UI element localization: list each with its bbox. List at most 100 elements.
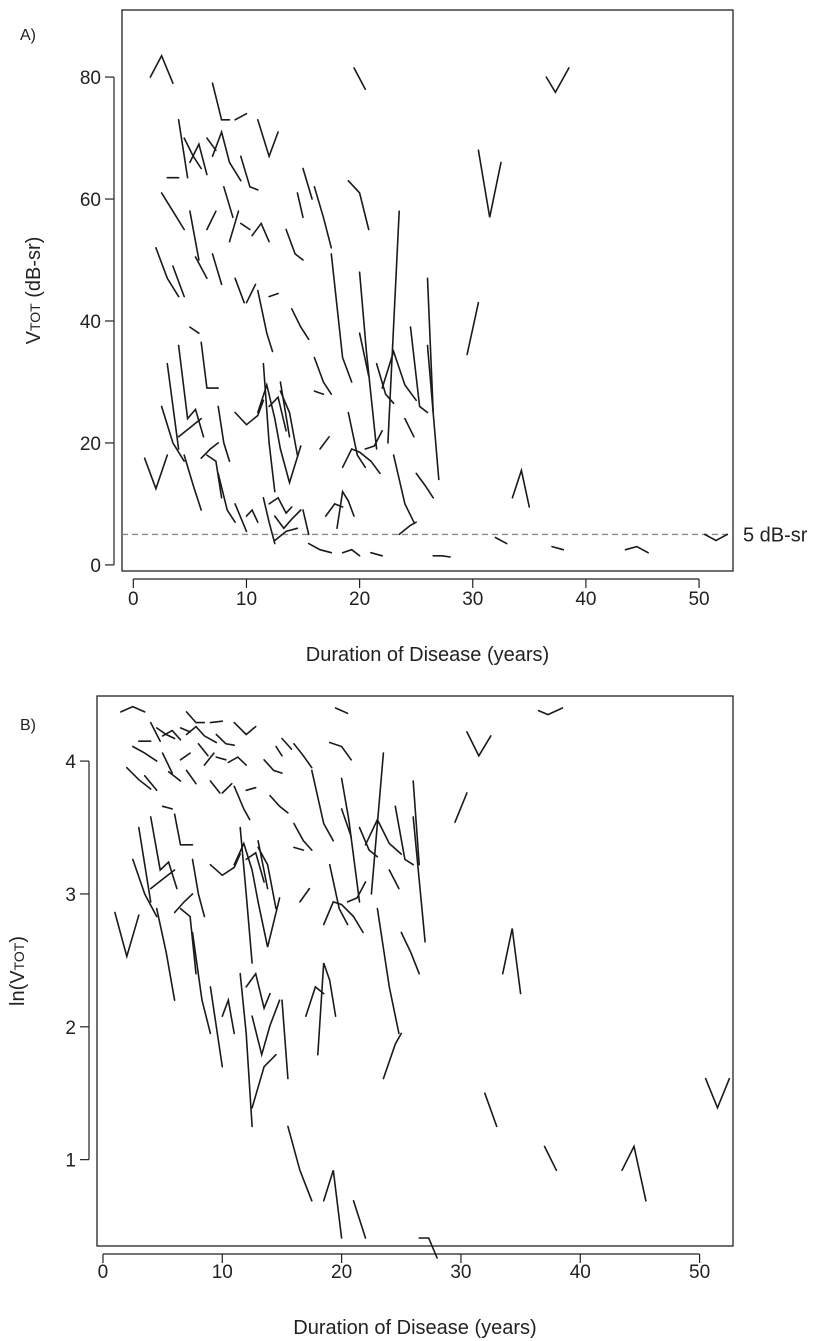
panel-b-trajectory-88 (483, 1092, 498, 1128)
panel-a-trajectory-35 (240, 222, 251, 231)
panel-b-trajectory-23 (185, 711, 206, 724)
panel-a-trajectory-30 (234, 277, 245, 304)
panel-a-trajectory-67 (347, 179, 370, 231)
panel-a-trajectory-21 (206, 137, 217, 152)
panel-b-trajectory-31 (209, 986, 224, 1068)
panel-a-trajectory-3 (155, 247, 180, 298)
panel-a-trajectory-46 (268, 496, 293, 515)
panel-a-trajectory-37 (245, 508, 259, 524)
panel-b-trajectory-24 (185, 769, 197, 785)
panel-b-trajectory-50 (257, 839, 269, 890)
panel-b-trajectory-15 (161, 729, 182, 741)
panel-b-trajectory-16 (161, 752, 173, 774)
panel-b-trajectory-8 (143, 774, 158, 792)
panel-a-trajectory-51 (285, 228, 304, 261)
panel-b-trajectory-55 (281, 999, 289, 1080)
panel-b-x-tick-label-10: 10 (212, 1262, 233, 1283)
panel-b-trajectory-69 (334, 707, 349, 715)
panel-b-trajectory-51 (263, 758, 283, 774)
panel-b-trajectory-25 (185, 725, 218, 744)
panel-a-trajectory-73 (370, 551, 384, 557)
panel-a-trajectory-72 (364, 429, 384, 450)
panel-b-trajectory-65 (322, 1170, 343, 1239)
panel-a-trajectory-87 (477, 149, 502, 218)
panel-b-trajectory-29 (203, 752, 215, 766)
panel-b-y-axis-title-unit: ) (7, 936, 29, 943)
panel-b-trajectory-57 (287, 1125, 313, 1202)
panel-a-trajectory-60 (313, 186, 333, 249)
panel-a-trajectory-15 (189, 141, 208, 176)
panel-a-trajectory-61 (319, 435, 330, 450)
panel-b-x-axis-title: Duration of Disease (years) (293, 1317, 536, 1339)
panel-a-trajectory-88 (494, 536, 508, 545)
panel-b-trajectory-46 (245, 971, 271, 1011)
panel-b-trajectory-45 (245, 786, 257, 792)
panel-a-trajectory-1 (143, 454, 169, 492)
panel-b-trajectory-28 (197, 742, 209, 757)
panel-a-trajectory-28 (223, 186, 234, 219)
panel-a-trajectory-31 (234, 503, 248, 533)
panel-b-y-axis-title-main: ln(V (7, 970, 29, 1006)
panel-a-trajectory-20 (206, 454, 223, 499)
panel-b-trajectory-91 (543, 1145, 558, 1172)
panel-b-trajectory-11 (149, 816, 178, 890)
panel-b-trajectory-10 (155, 727, 176, 740)
panel-b-trajectory-14 (161, 805, 173, 810)
panel-b: 0 10 20 30 40 50 1 2 3 4 Duration of Disease (year… (7, 695, 734, 1339)
panel-b-trajectory-3 (126, 766, 152, 790)
panel-b-trajectory-17 (167, 770, 182, 782)
panel-a-trajectory-32 (234, 112, 248, 121)
panel-a-trajectory-71 (358, 332, 370, 377)
panel-a-trajectory-45 (268, 292, 279, 298)
panel-b-trajectory-12 (149, 869, 176, 890)
panel-b-trajectory-64 (316, 962, 337, 1056)
panel-a-trajectory-43 (262, 496, 276, 545)
panel-b-trajectory-38 (227, 756, 247, 766)
panel-a-x-tick-label-40: 40 (575, 589, 596, 610)
panel-b-trajectory-30 (209, 780, 221, 794)
panel-a-trajectory-76 (381, 348, 418, 402)
panel-a-y-axis-title-main: V (23, 330, 45, 344)
panel-a-trajectory-48 (273, 527, 299, 542)
panel-b-trajectory-74 (352, 915, 364, 934)
panel-b-trajectory-71 (340, 808, 353, 838)
panel-b-trajectory-43 (239, 972, 253, 1128)
panel-b-x-tick-label-40: 40 (570, 1262, 591, 1283)
panel-a-trajectory-91 (551, 545, 565, 551)
panel-b-trajectory-1 (114, 911, 140, 960)
panel-a-trajectory-12 (177, 417, 202, 438)
panel-a-y-tick-label-60: 60 (80, 190, 101, 211)
panel-b-trajectory-37 (221, 997, 235, 1035)
panel-a-trajectory-64 (336, 489, 355, 530)
panel-a-trajectory-54 (296, 192, 304, 219)
panel-b-trajectory-76 (364, 817, 403, 855)
panel-b-trajectory-33 (215, 733, 235, 747)
panel-a-trajectory-11 (177, 344, 205, 438)
panel-a-trajectory-83 (426, 277, 435, 414)
panel-b-trajectory-36 (221, 782, 233, 794)
panel-a-trajectory-70 (358, 271, 378, 450)
panel-b-trajectory-61 (299, 887, 311, 903)
panel-a-trajectory-16 (189, 210, 200, 261)
panel-b-trajectory-44 (245, 851, 265, 883)
panel-b-trajectory-47 (251, 999, 281, 1058)
panel-b-x-tick-label-30: 30 (450, 1262, 471, 1283)
panel-a-trajectory-50 (279, 381, 291, 438)
panel-a-trajectory-22 (206, 210, 217, 231)
panel-a-trajectory-79 (398, 521, 418, 536)
panel-a-x-axis-title: Duration of Disease (years) (306, 644, 549, 666)
panel-a-trajectory-63 (330, 253, 353, 383)
panel-a-trajectory-27 (217, 472, 236, 524)
panel-b-trajectory-92 (621, 1144, 647, 1202)
panel-a-trajectory-7 (166, 362, 180, 450)
panel-b-trajectory-79 (382, 1032, 403, 1080)
panel-b-trajectory-52 (257, 897, 281, 948)
panel-a-trajectory-89 (511, 467, 531, 508)
panel-a-y-axis-title-unit: (dB-sr) (23, 237, 45, 304)
panel-b-trajectory-89 (501, 928, 522, 995)
panel-b-trajectory-4 (132, 745, 158, 762)
panel-a: 5 dB-sr 0 10 20 30 40 50 0 20 40 60 80 Duration of D… (20, 9, 808, 666)
panel-a-trajectory-84 (426, 344, 440, 481)
panel-a-trajectory-85 (432, 554, 451, 558)
panel-b-trajectory-54 (275, 745, 283, 757)
